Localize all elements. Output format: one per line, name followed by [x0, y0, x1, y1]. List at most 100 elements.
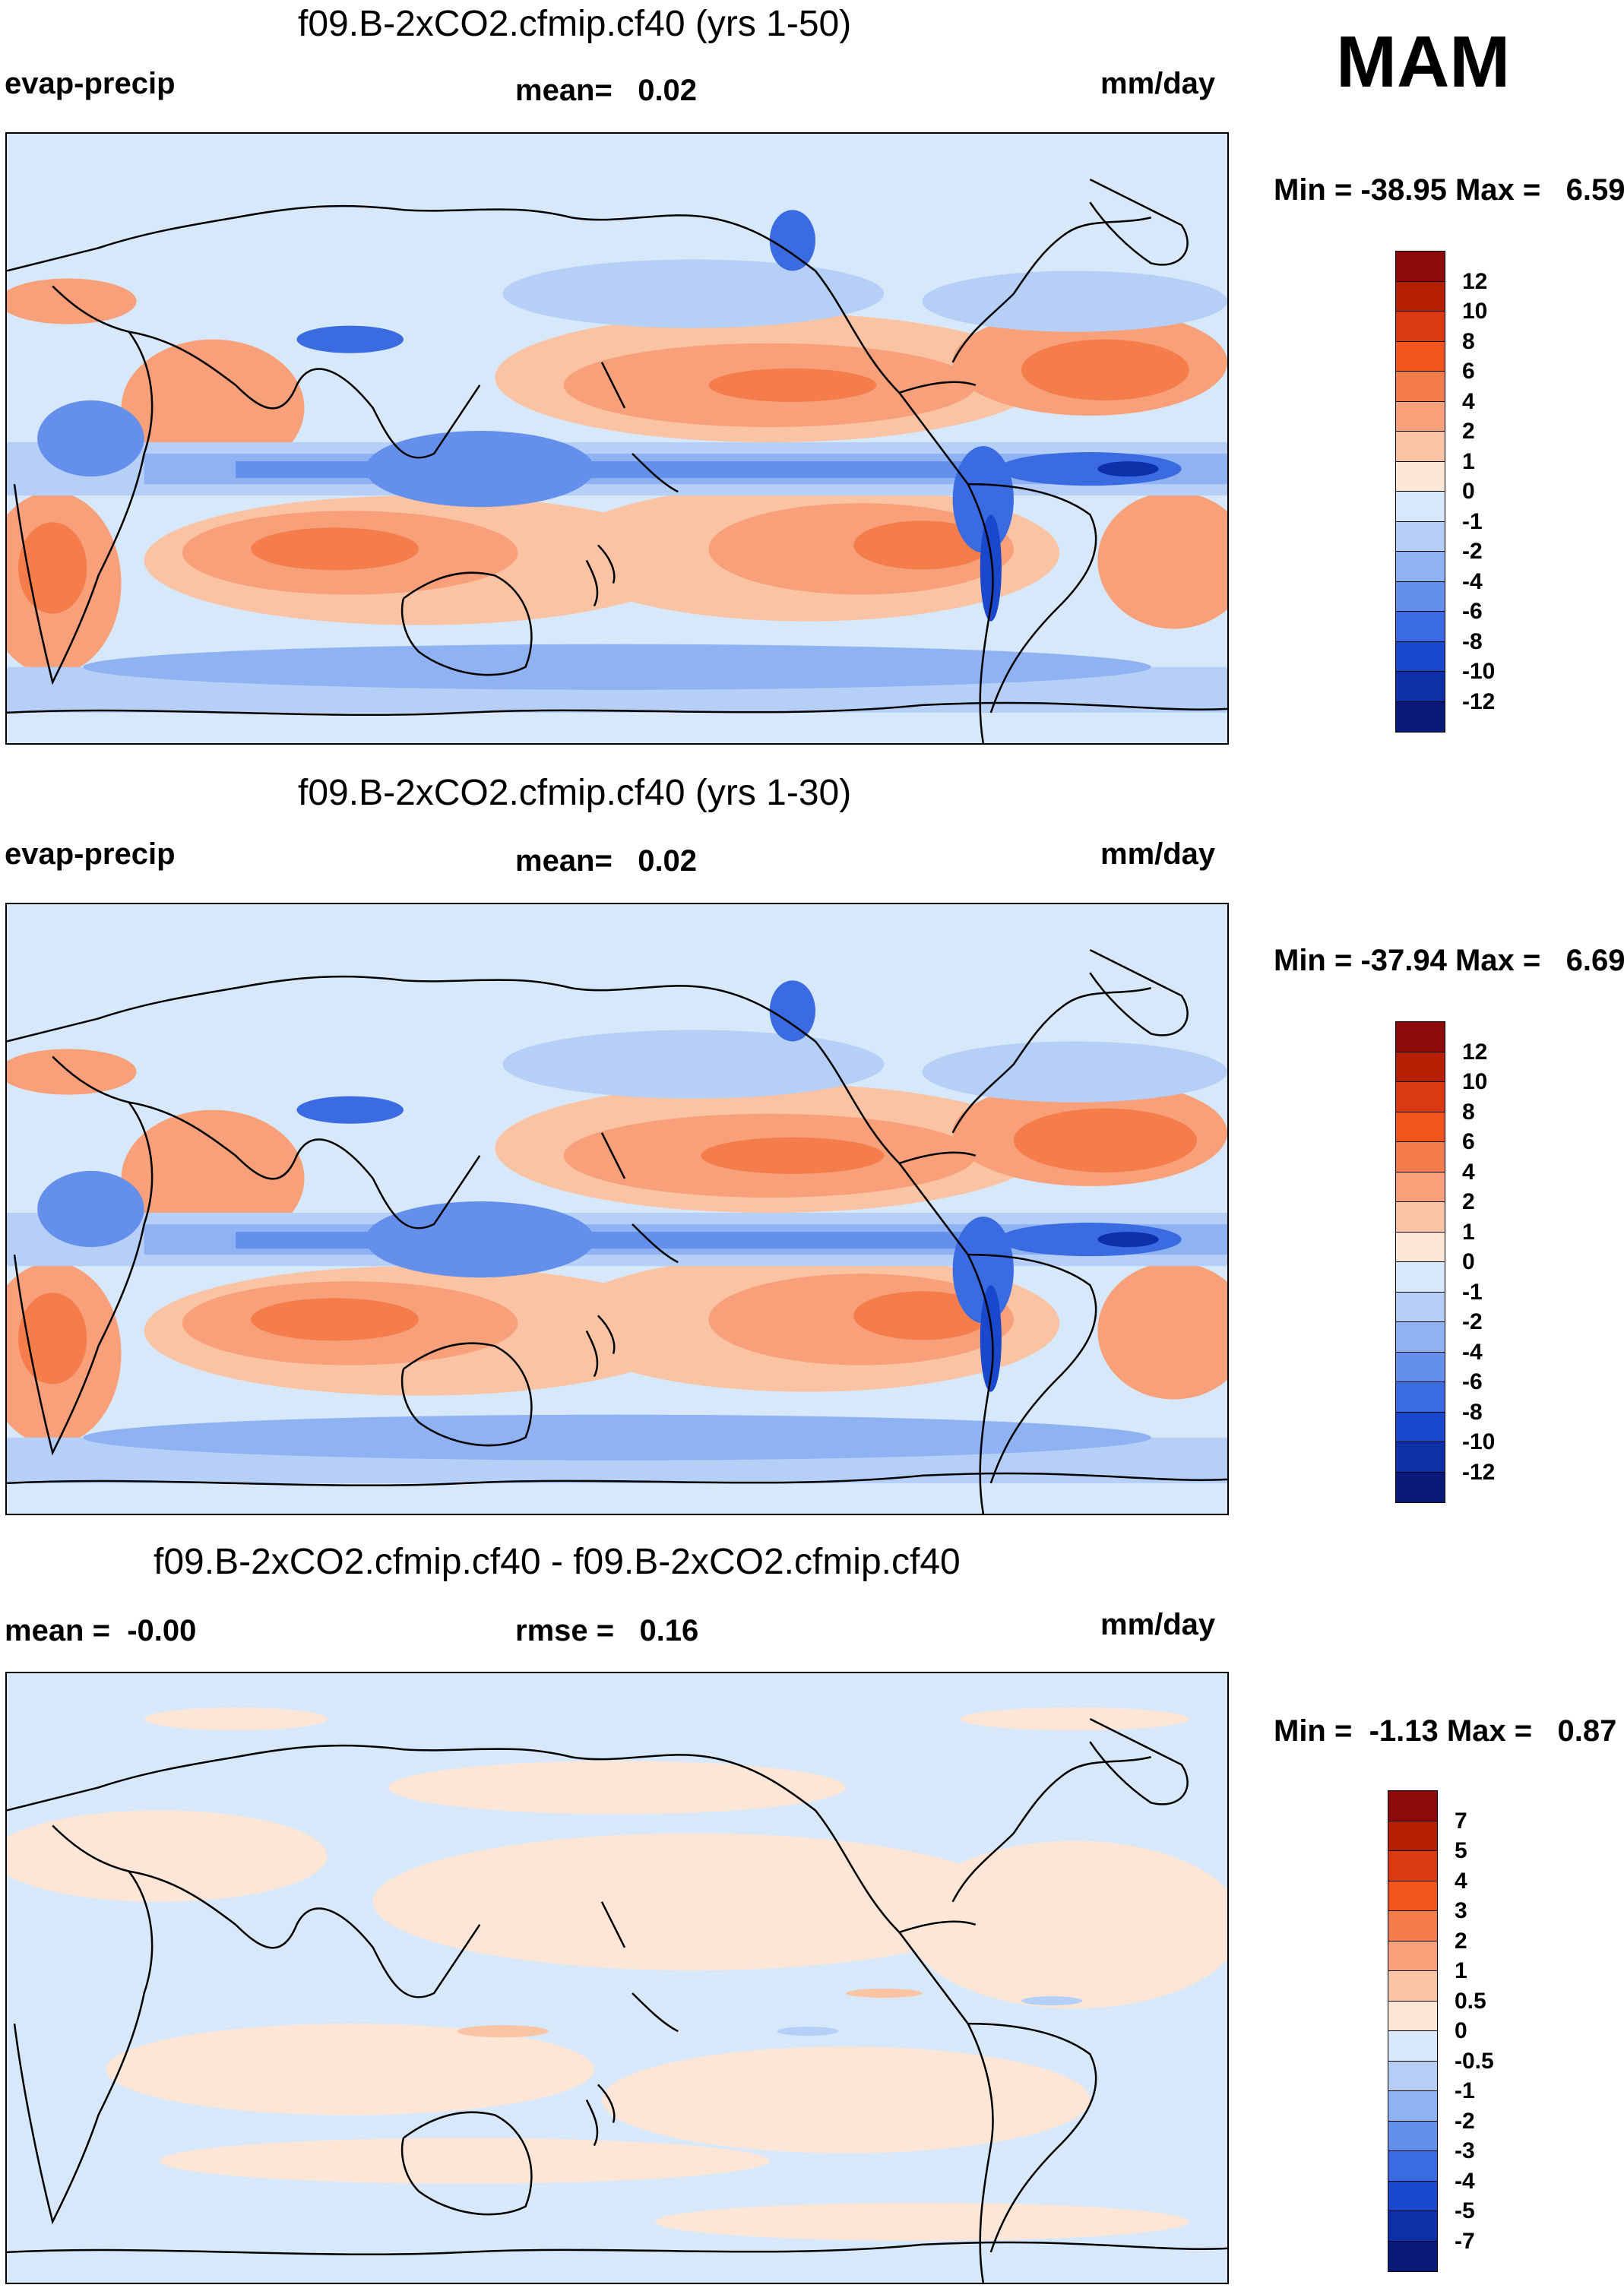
- panel-1-map: [5, 132, 1229, 745]
- colorbar-swatch: [1395, 460, 1445, 492]
- colorbar-tick-label: 6: [1462, 359, 1475, 384]
- colorbar-tick-label: 8: [1462, 1099, 1475, 1125]
- colorbar-tick-label: 4: [1462, 1159, 1475, 1185]
- colorbar-tick-label: -6: [1462, 599, 1483, 624]
- colorbar-swatch: [1395, 340, 1445, 372]
- colorbar-tick-label: 6: [1462, 1129, 1475, 1154]
- colorbar-tick-label: -4: [1462, 1339, 1483, 1365]
- colorbar-swatch: [1395, 1441, 1445, 1473]
- colorbar-swatch: [1395, 1261, 1445, 1293]
- colorbar-tick-label: 2: [1455, 1928, 1467, 1954]
- colorbar-swatch: [1388, 1820, 1438, 1852]
- colorbar-tick-label: 1: [1462, 1219, 1475, 1245]
- colorbar-swatch: [1388, 2090, 1438, 2122]
- colorbar-swatch: [1388, 1880, 1438, 1912]
- colorbar-tick-label: -3: [1455, 2138, 1475, 2163]
- panel-2-title: f09.B-2xCO2.cfmip.cf40 (yrs 1-30): [298, 773, 852, 813]
- colorbar-tick-label: 12: [1462, 1039, 1488, 1065]
- colorbar-swatch: [1388, 2120, 1438, 2152]
- colorbar-swatch: [1388, 1790, 1438, 1821]
- colorbar-tick-label: -6: [1462, 1369, 1483, 1394]
- colorbar-swatch: [1395, 521, 1445, 552]
- colorbar-tick-label: 0: [1462, 1249, 1475, 1274]
- colorbar-swatch: [1395, 1111, 1445, 1143]
- colorbar-swatch: [1395, 1021, 1445, 1052]
- colorbar-swatch: [1388, 2180, 1438, 2212]
- colorbar-tick-label: -8: [1462, 1399, 1483, 1425]
- panel-3-title: f09.B-2xCO2.cfmip.cf40 - f09.B-2xCO2.cfm…: [154, 1542, 961, 1582]
- colorbar-swatch: [1395, 1411, 1445, 1443]
- colorbar-tick-label: -10: [1462, 1429, 1496, 1454]
- panel-1-variable-label: evap-precip: [5, 67, 176, 100]
- colorbar-swatch: [1388, 2030, 1438, 2062]
- colorbar-swatch: [1395, 1321, 1445, 1353]
- colorbar-swatch: [1388, 1970, 1438, 2002]
- colorbar-swatch: [1395, 1201, 1445, 1233]
- colorbar-swatch: [1395, 641, 1445, 672]
- colorbar-tick-label: -1: [1455, 2078, 1475, 2103]
- colorbar-tick-label: 1: [1462, 448, 1475, 474]
- colorbar-swatch: [1388, 2060, 1438, 2092]
- colorbar-tick-label: 12: [1462, 268, 1488, 294]
- colorbar-swatch: [1395, 1231, 1445, 1263]
- colorbar-tick-label: -4: [1462, 568, 1483, 594]
- colorbar-swatch: [1388, 1910, 1438, 1941]
- colorbar-tick-label: 2: [1462, 1189, 1475, 1214]
- colorbar-swatch: [1395, 491, 1445, 522]
- colorbar-swatch: [1388, 2000, 1438, 2032]
- colorbar-tick-label: 4: [1455, 1868, 1467, 1894]
- colorbar-swatch: [1388, 2210, 1438, 2242]
- colorbar-tick-label: 8: [1462, 328, 1475, 354]
- colorbar-tick-label: 10: [1462, 1069, 1488, 1094]
- panel-1-minmax-label: Min = -38.95 Max = 6.59: [1274, 173, 1624, 207]
- panel-3-map: [5, 1672, 1229, 2284]
- colorbar-tick-label: -2: [1462, 539, 1483, 564]
- colorbar-swatch: [1395, 371, 1445, 402]
- colorbar-swatch: [1395, 1291, 1445, 1323]
- colorbar-tick-label: -4: [1455, 2168, 1475, 2194]
- colorbar-swatch: [1395, 671, 1445, 702]
- colorbar-tick-label: 1: [1455, 1958, 1467, 1983]
- colorbar-tick-label: 5: [1455, 1838, 1467, 1863]
- colorbar-swatch: [1395, 311, 1445, 342]
- colorbar-tick-label: -5: [1455, 2198, 1475, 2223]
- colorbar-swatch: [1395, 431, 1445, 462]
- colorbar-tick-label: -2: [1455, 2108, 1475, 2134]
- colorbar-swatch: [1388, 1850, 1438, 1881]
- colorbar-swatch: [1395, 1171, 1445, 1203]
- panel-2-units-label: mm/day: [1100, 837, 1216, 871]
- panel-1-title: f09.B-2xCO2.cfmip.cf40 (yrs 1-50): [298, 4, 852, 44]
- colorbar-swatch: [1395, 1471, 1445, 1503]
- colorbar-tick-label: -1: [1462, 508, 1483, 534]
- colorbar-swatch: [1395, 1141, 1445, 1172]
- colorbar-tick-label: -12: [1462, 688, 1496, 714]
- colorbar-swatch: [1395, 581, 1445, 612]
- colorbar-tick-label: 0: [1455, 2018, 1467, 2043]
- panel-1-units-label: mm/day: [1100, 67, 1216, 100]
- panel-2-variable-label: evap-precip: [5, 837, 176, 871]
- colorbar-swatch: [1395, 1081, 1445, 1112]
- colorbar-swatch: [1395, 701, 1445, 733]
- panel-3-rmse-label: rmse = 0.16: [515, 1614, 699, 1647]
- panel-3-mean-label: mean = -0.00: [5, 1614, 197, 1647]
- colorbar-swatch: [1395, 251, 1445, 282]
- panel-3-units-label: mm/day: [1100, 1608, 1216, 1641]
- colorbar-tick-label: 7: [1455, 1808, 1467, 1834]
- colorbar-swatch: [1388, 2150, 1438, 2182]
- colorbar-tick-label: -12: [1462, 1459, 1496, 1485]
- colorbar-swatch: [1388, 1940, 1438, 1972]
- colorbar-tick-label: -0.5: [1455, 2048, 1494, 2074]
- panel-3-minmax-label: Min = -1.13 Max = 0.87: [1274, 1714, 1617, 1748]
- season-label: MAM: [1336, 21, 1511, 103]
- panel-2-minmax-label: Min = -37.94 Max = 6.69: [1274, 944, 1624, 977]
- colorbar-tick-label: -8: [1462, 628, 1483, 654]
- panel-1-mean-label: mean= 0.02: [515, 74, 698, 107]
- colorbar-tick-label: 0.5: [1455, 1988, 1486, 2014]
- colorbar-swatch: [1395, 280, 1445, 312]
- colorbar-tick-label: 0: [1462, 479, 1475, 504]
- colorbar-tick-label: 10: [1462, 299, 1488, 324]
- panel-2-mean-label: mean= 0.02: [515, 844, 698, 878]
- colorbar-tick-label: -2: [1462, 1309, 1483, 1334]
- colorbar-tick-label: -7: [1455, 2228, 1475, 2254]
- colorbar-tick-label: 3: [1455, 1898, 1467, 1923]
